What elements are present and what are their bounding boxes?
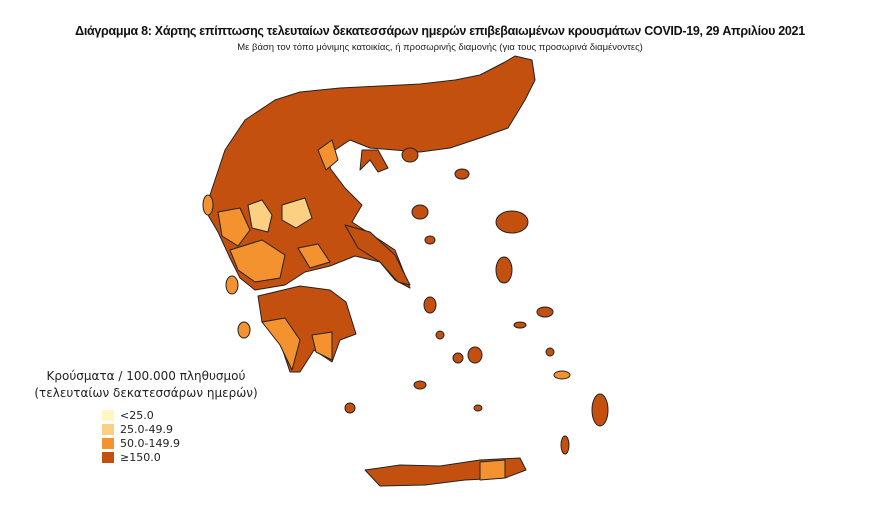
island-lefkada — [225, 275, 239, 295]
legend-swatch — [102, 409, 114, 421]
region-evia — [344, 224, 411, 286]
island-karpathos — [560, 435, 570, 455]
island-limnos — [411, 204, 429, 220]
map-subtitle: Με βάση τον τόπο μόνιμης κατοικίας, ή πρ… — [237, 42, 643, 53]
region-ioannina-light — [247, 199, 273, 233]
region-aitoloakarnania — [229, 239, 286, 283]
legend-item: 25.0-49.9 — [102, 422, 266, 436]
legend-item: 50.0-149.9 — [102, 436, 266, 450]
legend-label: ≥150.0 — [120, 450, 161, 464]
region-chalkidiki — [359, 149, 389, 173]
legend-label: 25.0-49.9 — [120, 422, 173, 436]
island-naxos — [467, 346, 483, 364]
region-fokida — [297, 243, 331, 269]
island-santorini — [473, 404, 483, 412]
island-kalymnos — [545, 347, 555, 357]
island-chios — [495, 256, 513, 284]
island-zakynthos — [237, 321, 251, 339]
island-paros — [452, 352, 464, 364]
island-andros — [423, 296, 437, 314]
island-samos — [536, 306, 554, 318]
region-north-medium — [317, 139, 339, 171]
legend: Κρούσματα / 100.000 πληθυσμού (τελευταίω… — [26, 368, 266, 464]
region-epirus-west — [217, 207, 251, 247]
region-mainland — [204, 55, 536, 291]
legend-item: ≥150.0 — [102, 450, 266, 464]
island-thasos — [401, 147, 419, 163]
legend-item: <25.0 — [102, 408, 266, 422]
island-skyros — [424, 235, 436, 245]
island-rhodes — [591, 393, 609, 427]
island-kythira — [344, 402, 356, 414]
legend-title-line2: (τελευταίων δεκατεσσάρων ημερών) — [34, 386, 258, 400]
region-messinia — [261, 317, 301, 371]
legend-label: 50.0-149.9 — [120, 436, 180, 450]
island-kos — [553, 370, 571, 380]
island-lesvos — [495, 210, 529, 234]
legend-swatch — [102, 437, 114, 449]
legend-swatch — [102, 451, 114, 463]
island-ikaria — [513, 321, 527, 329]
island-syros — [435, 330, 445, 340]
region-lakonia — [311, 331, 333, 361]
legend-label: <25.0 — [120, 408, 154, 422]
region-crete-east — [479, 459, 506, 481]
map-title: Διάγραμμα 8: Χάρτης επίπτωσης τελευταίων… — [75, 24, 805, 38]
legend-title-line1: Κρούσματα / 100.000 πληθυσμού — [46, 369, 246, 383]
island-samothraki — [454, 168, 470, 180]
island-milos — [413, 380, 427, 390]
region-thessaly-light — [281, 197, 313, 229]
legend-swatch — [102, 423, 114, 435]
island-kerkyra — [202, 194, 214, 216]
